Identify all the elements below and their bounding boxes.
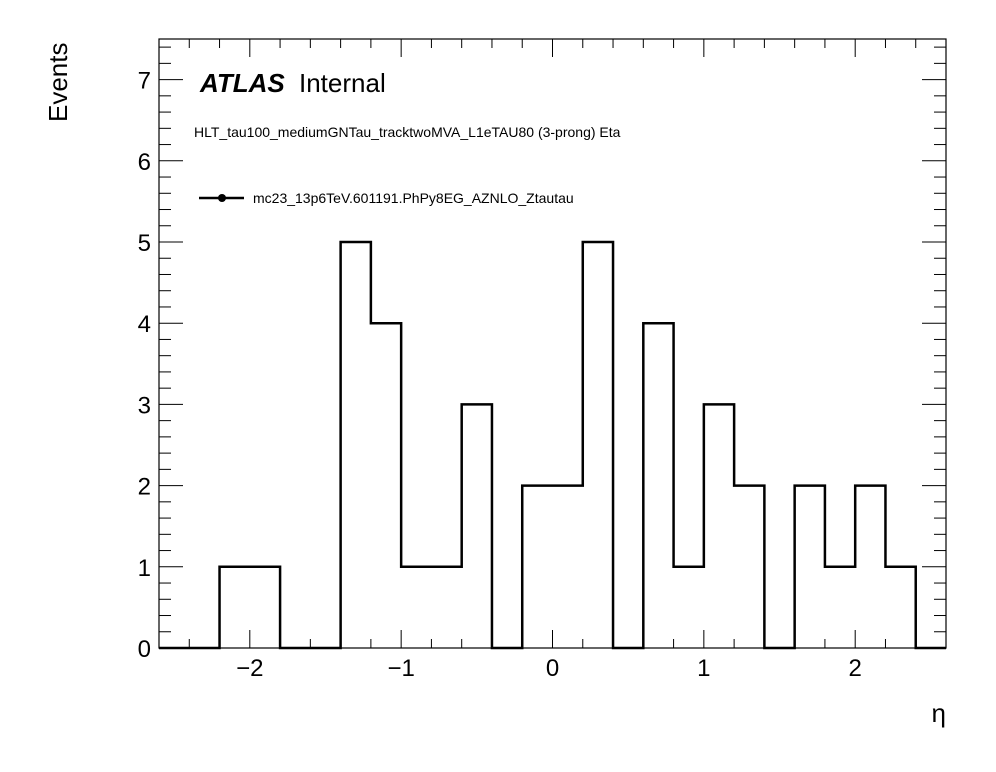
x-axis-tick-labels: −2 −1 0 1 2	[236, 655, 862, 682]
y-tick-label: 6	[138, 149, 151, 176]
histogram-series-line	[159, 240, 946, 650]
y-axis-title: Events	[43, 43, 73, 123]
x-axis-title: η	[932, 698, 946, 728]
x-tick-label: 2	[849, 655, 862, 682]
legend: mc23_13p6TeV.601191.PhPy8EG_AZNLO_Ztauta…	[199, 190, 574, 206]
atlas-status: Internal	[299, 68, 386, 98]
y-axis-ticks	[159, 46, 946, 649]
y-tick-label: 3	[138, 392, 151, 419]
y-tick-label: 7	[138, 68, 151, 95]
y-axis-tick-labels: 0 1 2 3 4 5 6 7	[138, 68, 151, 663]
y-tick-label: 1	[138, 555, 151, 582]
y-tick-label: 2	[138, 474, 151, 501]
y-tick-label: 5	[138, 230, 151, 257]
x-tick-label: −2	[236, 655, 263, 682]
legend-series-name: mc23_13p6TeV.601191.PhPy8EG_AZNLO_Ztauta…	[253, 190, 574, 206]
atlas-label: ATLAS	[199, 68, 285, 98]
chart-subtitle: HLT_tau100_mediumGNTau_tracktwoMVA_L1eTA…	[194, 124, 621, 140]
x-tick-label: 0	[546, 655, 559, 682]
legend-point-marker	[218, 194, 226, 202]
y-tick-label: 4	[138, 311, 151, 338]
y-tick-label: 0	[138, 636, 151, 663]
x-tick-label: 1	[697, 655, 710, 682]
x-tick-label: −1	[387, 655, 414, 682]
